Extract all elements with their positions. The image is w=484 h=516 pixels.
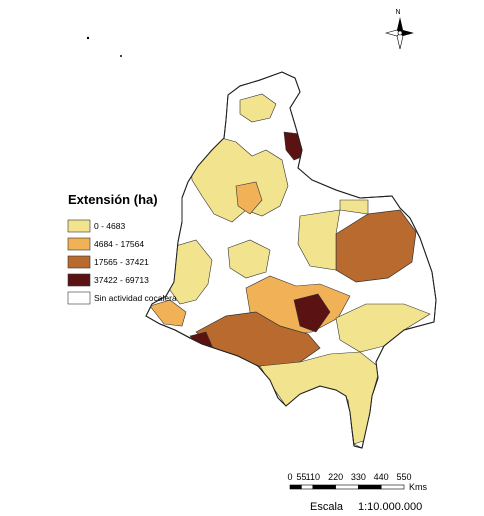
scale-tick-label: 550 bbox=[396, 472, 411, 482]
scale-bar: 0 55 110 220 330 440 550 Kms Escala 1:10.000.0… bbox=[287, 472, 427, 513]
legend: Extensión (ha) 0 - 4683 4684 - 17564 17565… bbox=[67, 192, 177, 305]
region-north-coast bbox=[239, 93, 277, 123]
legend-swatch bbox=[67, 273, 91, 287]
scale-segment bbox=[380, 484, 405, 490]
region-north-andean bbox=[189, 135, 289, 223]
compass-rose-icon bbox=[384, 17, 414, 50]
scale-segment bbox=[301, 484, 314, 490]
legend-title: Extensión (ha) bbox=[68, 192, 158, 207]
legend-label: 4684 - 17564 bbox=[94, 239, 144, 249]
legend-label: 17565 - 37421 bbox=[94, 257, 149, 267]
island-marker bbox=[120, 55, 122, 57]
scale-segment bbox=[312, 484, 336, 490]
scale-segment bbox=[335, 484, 359, 490]
legend-swatch bbox=[67, 219, 91, 233]
scale-tick-label: 55 bbox=[296, 472, 306, 482]
island-marker bbox=[86, 36, 90, 40]
scale-unit: Kms bbox=[409, 482, 428, 492]
north-label: N bbox=[395, 9, 400, 16]
scale-segment bbox=[358, 484, 382, 490]
north-arrow: N bbox=[384, 9, 414, 50]
legend-swatch bbox=[67, 291, 91, 305]
scale-tick-label: 440 bbox=[374, 472, 389, 482]
legend-label: 0 - 4683 bbox=[94, 221, 125, 231]
region-middle-magdalena bbox=[235, 181, 263, 215]
legend-label: Sin actividad cocalera bbox=[94, 293, 177, 303]
region-east-north bbox=[339, 199, 369, 215]
legend-swatch bbox=[67, 237, 91, 251]
scale-segment bbox=[289, 484, 302, 490]
legend-swatch bbox=[67, 255, 91, 269]
scale-ratio: 1:10.000.000 bbox=[358, 501, 422, 513]
region-east-large bbox=[335, 209, 417, 283]
scale-escala-label: Escala bbox=[310, 501, 344, 513]
region-vaupes bbox=[335, 303, 431, 353]
scale-tick-label: 110 bbox=[306, 472, 320, 482]
scale-tick-label: 330 bbox=[351, 472, 366, 482]
region-pacific-south bbox=[149, 299, 187, 327]
legend-label: 37422 - 69713 bbox=[94, 275, 149, 285]
region-pacific-strip bbox=[169, 239, 213, 305]
scale-tick-label: 220 bbox=[328, 472, 343, 482]
region-central-west bbox=[227, 239, 271, 279]
region-guaviare-dark bbox=[293, 293, 331, 333]
scale-tick-label: 0 bbox=[287, 472, 292, 482]
